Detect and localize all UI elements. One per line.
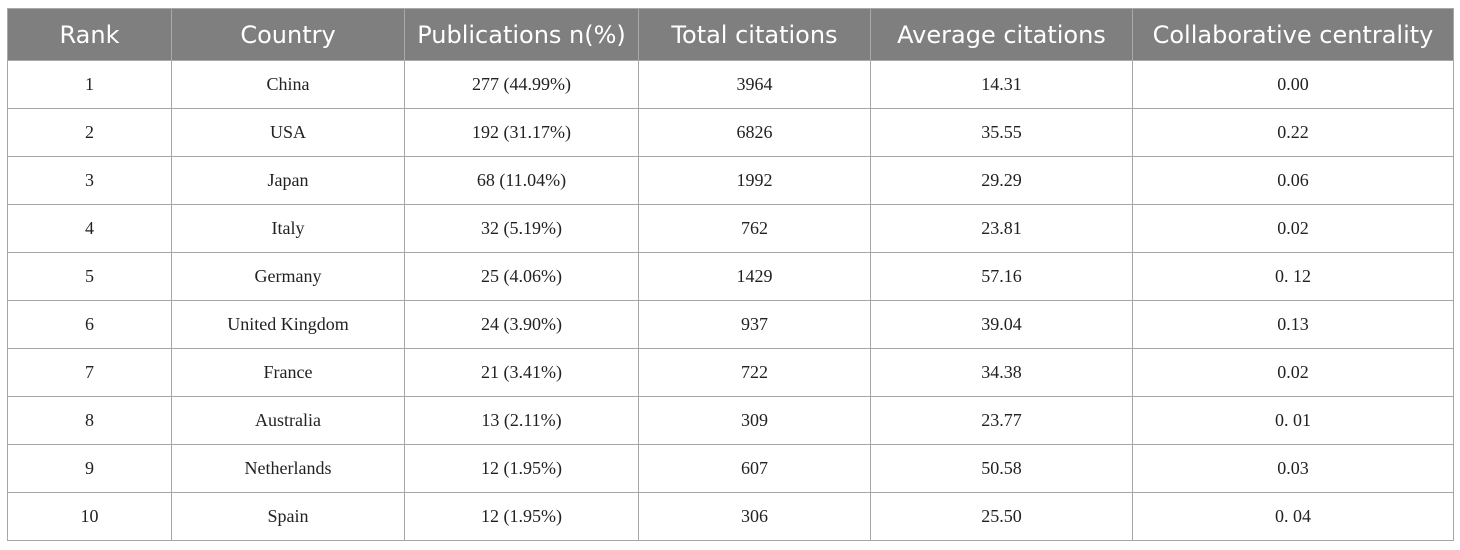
cell-collaborative-centrality: 0.03: [1132, 444, 1454, 493]
table-row: 2 USA 192 (31.17%) 6826 35.55 0.22: [7, 108, 1454, 157]
cell-rank: 10: [7, 492, 172, 541]
cell-collaborative-centrality: 0.22: [1132, 108, 1454, 157]
cell-collaborative-centrality: 0. 04: [1132, 492, 1454, 541]
cell-average-citations: 23.77: [870, 396, 1133, 445]
cell-country: Australia: [171, 396, 405, 445]
cell-rank: 1: [7, 60, 172, 109]
cell-rank: 4: [7, 204, 172, 253]
cell-collaborative-centrality: 0.13: [1132, 300, 1454, 349]
cell-total-citations: 309: [638, 396, 871, 445]
table-body: 1 China 277 (44.99%) 3964 14.31 0.00 2 U…: [7, 60, 1454, 541]
cell-collaborative-centrality: 0. 12: [1132, 252, 1454, 301]
cell-country: China: [171, 60, 405, 109]
cell-publications: 68 (11.04%): [404, 156, 639, 205]
cell-publications: 13 (2.11%): [404, 396, 639, 445]
country-publications-table: Rank Country Publications n(%) Total cit…: [7, 8, 1454, 541]
cell-publications: 21 (3.41%): [404, 348, 639, 397]
cell-total-citations: 306: [638, 492, 871, 541]
header-average-citations: Average citations: [870, 8, 1133, 61]
cell-country: Italy: [171, 204, 405, 253]
header-total-citations: Total citations: [638, 8, 871, 61]
cell-collaborative-centrality: 0.06: [1132, 156, 1454, 205]
cell-collaborative-centrality: 0.00: [1132, 60, 1454, 109]
table-row: 8 Australia 13 (2.11%) 309 23.77 0. 01: [7, 396, 1454, 445]
country-publications-table-container: Rank Country Publications n(%) Total cit…: [7, 8, 1454, 541]
cell-total-citations: 937: [638, 300, 871, 349]
cell-publications: 12 (1.95%): [404, 492, 639, 541]
cell-publications: 32 (5.19%): [404, 204, 639, 253]
header-collaborative-centrality: Collaborative centrality: [1132, 8, 1454, 61]
header-publications: Publications n(%): [404, 8, 639, 61]
cell-total-citations: 762: [638, 204, 871, 253]
cell-country: Germany: [171, 252, 405, 301]
cell-average-citations: 50.58: [870, 444, 1133, 493]
cell-total-citations: 3964: [638, 60, 871, 109]
cell-total-citations: 722: [638, 348, 871, 397]
cell-rank: 3: [7, 156, 172, 205]
table-row: 10 Spain 12 (1.95%) 306 25.50 0. 04: [7, 492, 1454, 541]
cell-total-citations: 1429: [638, 252, 871, 301]
cell-average-citations: 23.81: [870, 204, 1133, 253]
cell-average-citations: 35.55: [870, 108, 1133, 157]
cell-rank: 2: [7, 108, 172, 157]
header-country: Country: [171, 8, 405, 61]
cell-rank: 5: [7, 252, 172, 301]
cell-collaborative-centrality: 0.02: [1132, 204, 1454, 253]
cell-average-citations: 34.38: [870, 348, 1133, 397]
cell-country: Netherlands: [171, 444, 405, 493]
table-row: 9 Netherlands 12 (1.95%) 607 50.58 0.03: [7, 444, 1454, 493]
cell-publications: 24 (3.90%): [404, 300, 639, 349]
table-header: Rank Country Publications n(%) Total cit…: [7, 8, 1454, 61]
cell-country: United Kingdom: [171, 300, 405, 349]
cell-publications: 192 (31.17%): [404, 108, 639, 157]
cell-collaborative-centrality: 0. 01: [1132, 396, 1454, 445]
cell-country: Spain: [171, 492, 405, 541]
cell-total-citations: 6826: [638, 108, 871, 157]
cell-country: France: [171, 348, 405, 397]
table-row: 1 China 277 (44.99%) 3964 14.31 0.00: [7, 60, 1454, 109]
cell-average-citations: 39.04: [870, 300, 1133, 349]
table-row: 5 Germany 25 (4.06%) 1429 57.16 0. 12: [7, 252, 1454, 301]
table-row: 7 France 21 (3.41%) 722 34.38 0.02: [7, 348, 1454, 397]
cell-collaborative-centrality: 0.02: [1132, 348, 1454, 397]
cell-publications: 12 (1.95%): [404, 444, 639, 493]
cell-publications: 277 (44.99%): [404, 60, 639, 109]
header-row: Rank Country Publications n(%) Total cit…: [7, 8, 1454, 61]
cell-average-citations: 25.50: [870, 492, 1133, 541]
cell-rank: 7: [7, 348, 172, 397]
header-rank: Rank: [7, 8, 172, 61]
cell-rank: 8: [7, 396, 172, 445]
cell-average-citations: 29.29: [870, 156, 1133, 205]
cell-rank: 6: [7, 300, 172, 349]
cell-total-citations: 1992: [638, 156, 871, 205]
cell-average-citations: 57.16: [870, 252, 1133, 301]
table-row: 3 Japan 68 (11.04%) 1992 29.29 0.06: [7, 156, 1454, 205]
cell-total-citations: 607: [638, 444, 871, 493]
cell-publications: 25 (4.06%): [404, 252, 639, 301]
table-row: 4 Italy 32 (5.19%) 762 23.81 0.02: [7, 204, 1454, 253]
cell-rank: 9: [7, 444, 172, 493]
cell-country: USA: [171, 108, 405, 157]
table-row: 6 United Kingdom 24 (3.90%) 937 39.04 0.…: [7, 300, 1454, 349]
cell-average-citations: 14.31: [870, 60, 1133, 109]
cell-country: Japan: [171, 156, 405, 205]
